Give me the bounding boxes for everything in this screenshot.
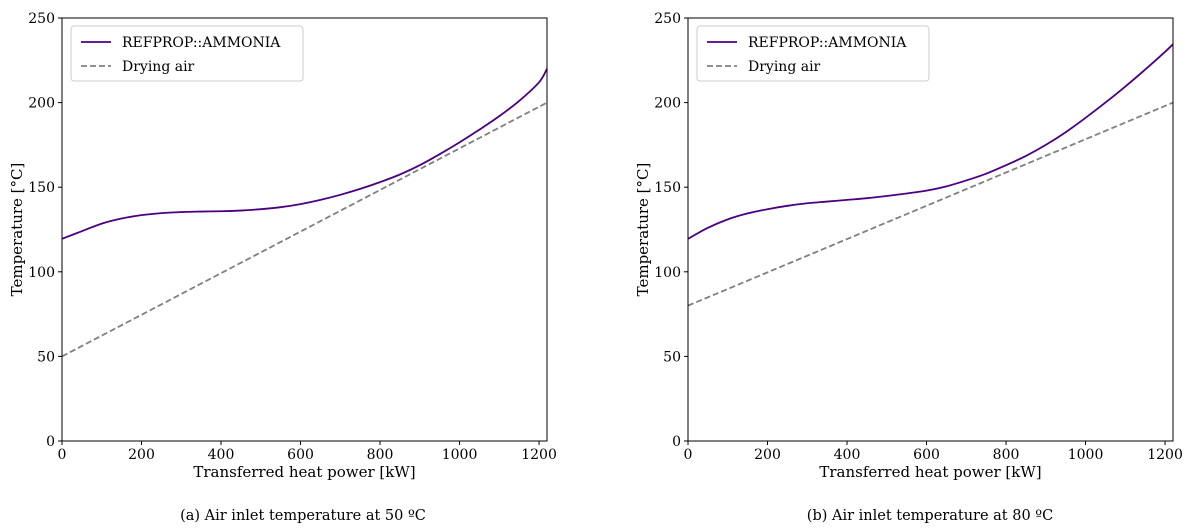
- y-tick-label: 50: [37, 349, 55, 365]
- y-tick-label: 150: [28, 180, 55, 196]
- drying-air-line: [61, 101, 548, 358]
- y-axis-label: Temperature [°C]: [8, 163, 26, 297]
- y-tick-label: 250: [28, 11, 55, 27]
- axes-frame: [687, 17, 1174, 442]
- x-tick-label: 1200: [1147, 447, 1183, 463]
- y-tick-label: 200: [654, 96, 681, 112]
- legend-label: Drying air: [748, 59, 821, 75]
- x-tick-label: 0: [684, 447, 693, 463]
- chart-panel-a: 0 200 400 600 800 1000 1200 0 50 100 150 200 250 Tran…: [8, 11, 557, 481]
- x-tick-label: 1000: [442, 447, 478, 463]
- x-axis-label: Transferred heat power [kW]: [819, 463, 1041, 481]
- y-tick-label: 250: [654, 11, 681, 27]
- x-tick-label: 200: [128, 447, 155, 463]
- chart-panel-b: 0 200 400 600 800 1000 1200 0 50 100 150 200 250 Tran…: [634, 11, 1183, 481]
- legend-box: [70, 25, 304, 82]
- axes-frame: [61, 17, 548, 442]
- y-tick-label: 100: [28, 265, 55, 281]
- x-axis-label: Transferred heat power [kW]: [193, 463, 415, 481]
- x-tick-label: 200: [754, 447, 781, 463]
- subcaption-b: (b) Air inlet temperature at 80 ºC: [807, 508, 1053, 524]
- x-tick-label: 600: [913, 447, 940, 463]
- y-tick-label: 0: [46, 434, 55, 450]
- x-tick-label: 800: [993, 447, 1020, 463]
- x-tick-label: 0: [58, 447, 67, 463]
- legend-label: REFPROP::AMMONIA: [122, 35, 281, 51]
- x-tick-label: 600: [287, 447, 314, 463]
- x-tick-label: 800: [367, 447, 394, 463]
- refprop-ammonia-line: [61, 68, 548, 240]
- x-tick-label: 1200: [521, 447, 557, 463]
- refprop-ammonia-line: [687, 43, 1174, 240]
- y-axis-label: Temperature [°C]: [634, 163, 652, 297]
- y-tick-label: 150: [654, 180, 681, 196]
- y-tick-label: 200: [28, 96, 55, 112]
- x-tick-label: 1000: [1068, 447, 1104, 463]
- legend-box: [696, 25, 930, 82]
- legend-label: Drying air: [122, 59, 195, 75]
- x-tick-label: 400: [834, 447, 861, 463]
- y-tick-label: 0: [672, 434, 681, 450]
- y-tick-label: 50: [663, 349, 681, 365]
- y-tick-label: 100: [654, 265, 681, 281]
- subcaption-a: (a) Air inlet temperature at 50 ºC: [180, 508, 426, 524]
- x-tick-label: 400: [208, 447, 235, 463]
- drying-air-line: [687, 101, 1174, 307]
- legend-label: REFPROP::AMMONIA: [748, 35, 907, 51]
